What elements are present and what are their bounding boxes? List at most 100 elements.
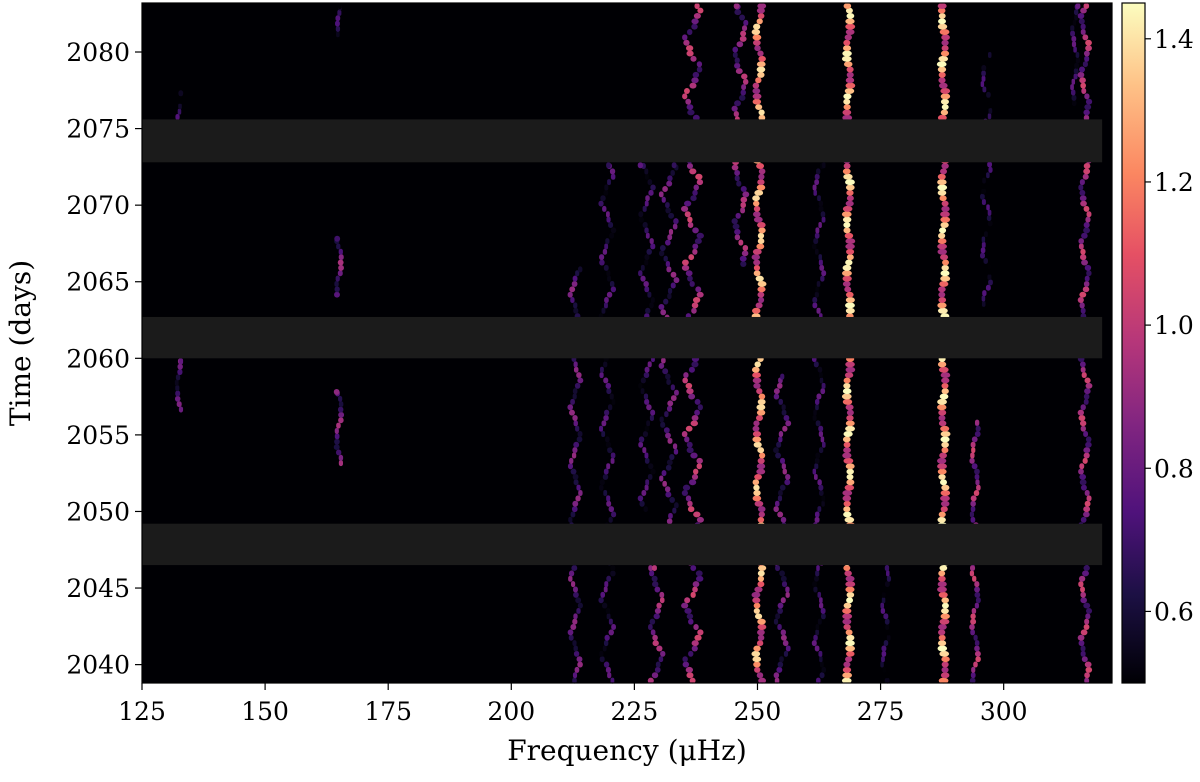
ridge-segment [974,602,979,609]
ridge-segment [607,275,611,282]
ridge-segment [573,479,579,486]
ridge-segment [686,447,694,454]
ridge-segment [884,618,890,625]
ridge-segment [813,238,819,245]
ridge-segment [652,581,659,588]
ridge-segment [667,293,672,300]
ridge-segment [667,287,673,294]
ridge-segment [937,184,948,191]
ridge-segment [981,65,987,71]
ridge-segment [843,565,851,572]
ridge-segment [674,389,679,396]
ridge-segment [603,586,608,593]
ridge-segment [753,264,761,271]
ridge-segment [757,297,765,304]
ridge-segment [736,180,742,187]
ridge-segment [645,307,651,314]
ridge-segment [818,425,824,432]
ridge-segment [731,164,739,171]
ridge-segment [757,71,765,78]
ridge-segment [695,570,703,577]
ridge-segment [757,634,765,641]
ridge-segment [733,110,739,117]
ridge-segment [780,629,786,636]
ridge-segment [816,280,821,287]
ridge-segment [812,184,817,191]
ridge-segment [609,232,615,239]
ridge-segment [572,677,577,684]
ridge-segment [602,205,607,212]
ridge-segment [576,656,583,663]
ridge-segment [940,222,949,228]
ridge-segment [572,473,579,480]
ridge-segment [334,433,340,440]
ridge-segment [567,291,573,298]
ridge-segment [689,168,697,175]
ridge-segment [1083,447,1091,454]
ridge-segment [577,602,583,609]
ridge-segment [815,452,821,459]
ridge-segment [777,511,784,518]
ridge-17 [334,235,344,298]
ridge-segment [1084,490,1090,496]
ridge-segment [981,311,986,318]
ridge-segment [1079,179,1085,186]
ridge-segment [338,264,344,271]
ridge-segment [682,259,689,266]
ridge-segment [986,204,990,211]
ridge-segment [1080,516,1087,523]
ridge-segment [694,238,702,245]
ridge-segment [658,303,665,310]
ridge-segment [941,104,949,111]
ridge-segment [1075,3,1081,9]
ridge-segment [568,516,573,523]
ridge-segment [667,437,673,444]
ridge-segment [659,244,666,251]
ridge-segment [740,186,747,192]
ridge-segment [602,602,608,609]
ridge-segment [735,212,741,219]
ridge-segment [650,184,656,191]
ridge-segment [969,457,975,464]
x-tick-label: 275 [857,697,905,726]
ridge-segment [1083,50,1090,57]
ridge-segment [1085,382,1093,389]
ridge-segment [644,259,649,266]
ridge-segment [334,286,340,293]
colorbar-ticks: 0.6 0.8 1.0 1.2 1.4 [1145,25,1194,626]
ridge-segment [658,362,665,369]
ridge-segment [573,307,579,314]
ridge-segment [843,3,852,9]
ridge-segment [937,361,947,368]
ridge-segment [969,677,976,684]
ridge-segment [937,586,947,593]
ridge-segment [970,629,975,636]
ridge-segment [938,629,946,636]
ridge-segment [665,432,671,439]
plot-frame [141,2,1113,684]
ridge-segment [645,195,650,202]
ridge-segment [753,490,761,496]
ridge-segment [337,9,342,16]
ridge-segment [884,565,890,572]
ridge-segment [178,97,183,104]
ridge-segment [987,220,993,227]
ridge-segment [654,586,661,593]
ridge-segment [577,377,584,384]
ridge-segment [697,629,704,636]
ridge-segment [603,490,608,496]
ridge-segment [843,457,854,464]
ridge-segment [814,173,820,180]
ridge-segment [845,29,855,35]
ridge-segment [740,30,747,37]
ridge-segment [697,404,703,411]
ridge-segment [937,463,947,470]
ridge-segment [577,266,583,273]
ridge-segment [743,78,749,85]
ridge-segment [812,302,818,309]
ridge-segment [696,457,703,464]
ridge-segment [687,216,693,223]
ridge-segment [604,302,608,309]
ridge-segment [843,441,851,448]
ridge-segment [1074,14,1078,21]
